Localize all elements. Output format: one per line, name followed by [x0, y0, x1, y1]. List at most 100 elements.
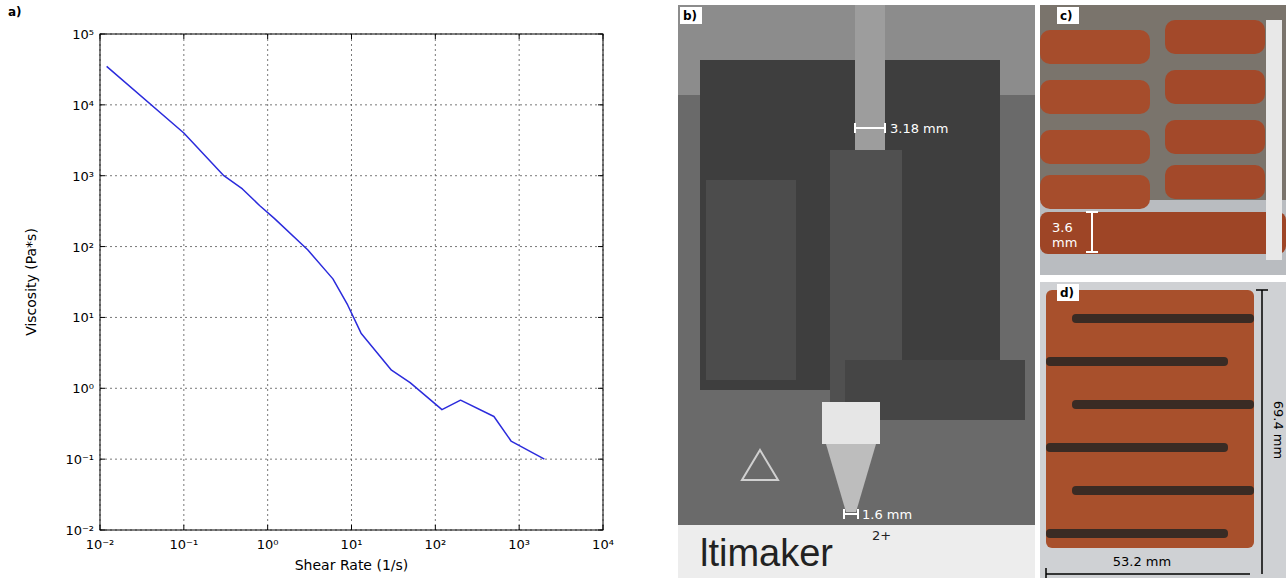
- y-grid-line: [100, 388, 603, 389]
- printer-base: [678, 525, 1035, 578]
- y-tick: [100, 317, 105, 318]
- y-tick-right: [598, 246, 603, 247]
- printed-strand: [1040, 175, 1150, 209]
- x-grid-line: [267, 34, 268, 530]
- nozzle-tip: [826, 444, 876, 512]
- y-tick-right: [598, 317, 603, 318]
- serpentine-slot: [1072, 400, 1254, 409]
- x-tick: [519, 525, 520, 530]
- slot-gap: [1266, 20, 1282, 260]
- y-tick-label: 10⁴: [72, 98, 94, 113]
- label-patch: [1112, 553, 1172, 569]
- y-tick-right: [598, 175, 603, 176]
- x-tick-top: [100, 34, 101, 39]
- y-tick: [100, 175, 105, 176]
- printed-strand: [1165, 70, 1265, 104]
- y-tick-label: 10³: [72, 169, 94, 184]
- x-tick-top: [603, 34, 604, 39]
- y-tick: [100, 530, 105, 531]
- scale-bar-end: [854, 123, 856, 133]
- panel-label: d): [1060, 286, 1074, 300]
- x-axis-title: Shear Rate (1/s): [295, 557, 409, 573]
- dimension-label-line: mm: [1052, 235, 1077, 250]
- warning-icon: [742, 450, 778, 480]
- panel-label-bg: [1057, 284, 1079, 301]
- x-tick: [351, 525, 352, 530]
- printed-strand: [1040, 30, 1150, 64]
- plate: [1040, 200, 1286, 275]
- y-tick: [100, 104, 105, 105]
- scale-bar-end: [1086, 211, 1098, 213]
- serpentine-slot: [1072, 486, 1254, 495]
- x-tick: [435, 525, 436, 530]
- nozzle-collar: [822, 402, 880, 444]
- x-tick-top: [519, 34, 520, 39]
- y-tick-right: [598, 34, 603, 35]
- printed-strand: [1165, 120, 1265, 154]
- x-tick: [183, 525, 184, 530]
- y-tick-label: 10¹: [72, 310, 94, 325]
- dimension-label-line: 3.6: [1052, 220, 1073, 235]
- grid: [100, 34, 603, 530]
- y-tick: [100, 34, 105, 35]
- panel-label: a): [8, 5, 22, 19]
- photo-d: 69.4 mm53.2 mm: [1040, 282, 1286, 578]
- printed-strand: [1165, 165, 1265, 199]
- x-tick-label: 10⁰: [257, 537, 279, 552]
- y-tick-label: 10⁻²: [65, 523, 94, 538]
- x-tick-top: [351, 34, 352, 39]
- scale-bar: [1091, 212, 1093, 252]
- scale-bar-end: [843, 509, 845, 519]
- x-tick-top: [183, 34, 184, 39]
- serpentine-body: [1046, 290, 1254, 548]
- y-grid-line: [100, 459, 603, 460]
- x-tick-label: 10⁴: [592, 537, 614, 552]
- y-tick: [100, 246, 105, 247]
- scale-bar-end: [884, 123, 886, 133]
- x-tick: [603, 525, 604, 530]
- y-grid-line: [100, 104, 603, 105]
- y-tick: [100, 388, 105, 389]
- printed-strand-front: [1040, 212, 1286, 254]
- serpentine-slot: [1046, 357, 1228, 366]
- y-tick: [100, 459, 105, 460]
- scale-bar: [855, 127, 885, 129]
- printed-strand: [1165, 20, 1265, 54]
- y-grid-line: [100, 317, 603, 318]
- y-tick-label: 10⁵: [72, 27, 94, 42]
- x-tick-top: [435, 34, 436, 39]
- y-tick-label: 10⁻¹: [65, 452, 94, 467]
- printed-strand: [1040, 130, 1150, 164]
- scale-bar: [1046, 573, 1250, 575]
- photo-b: ltimaker2+3.18 mm1.6 mm: [678, 5, 1035, 578]
- scale-bar-end: [1086, 251, 1098, 253]
- ticks: 10⁻²10⁻¹10⁰10¹10²10³10⁴10⁻²10⁻¹10⁰10¹10²…: [65, 27, 614, 552]
- background: [0, 0, 1286, 578]
- data-group: [107, 66, 545, 459]
- x-tick-top: [267, 34, 268, 39]
- y-tick-right: [598, 388, 603, 389]
- panel-label-bg: [1057, 7, 1079, 24]
- y-tick-right: [598, 104, 603, 105]
- y-grid-line: [100, 175, 603, 176]
- y-tick-label: 10²: [72, 240, 94, 255]
- x-grid-line: [183, 34, 184, 530]
- photo-c: 3.6mm: [1040, 5, 1286, 275]
- photo-d-bg: [1040, 282, 1286, 578]
- x-tick: [100, 525, 101, 530]
- x-tick-label: 10²: [424, 537, 446, 552]
- x-grid-line: [351, 34, 352, 530]
- serpentine-slot: [1046, 529, 1228, 538]
- y-tick-right: [598, 459, 603, 460]
- scale-bar: [1261, 290, 1263, 574]
- panel-label: c): [1060, 9, 1073, 23]
- dimension-label: 3.6mm: [1052, 220, 1077, 250]
- x-grid-line: [519, 34, 520, 530]
- y-grid-line: [100, 246, 603, 247]
- x-tick-label: 10³: [508, 537, 530, 552]
- y-axis-title: Viscosity (Pa*s): [23, 228, 39, 336]
- panel-label-bg: [680, 7, 702, 24]
- scale-bar-end: [1045, 568, 1047, 578]
- scale-bar-end: [1256, 289, 1268, 291]
- scale-bar: [844, 513, 858, 515]
